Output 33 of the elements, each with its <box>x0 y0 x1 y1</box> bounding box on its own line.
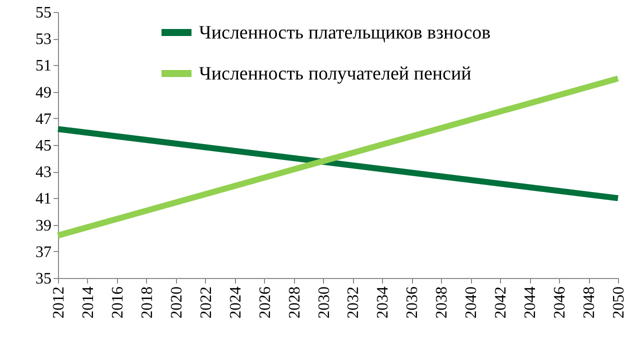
x-tick-label: 2020 <box>168 286 186 318</box>
legend-label: Численность плательщиков взносов <box>199 22 491 44</box>
x-tick-label: 2042 <box>492 286 510 318</box>
x-tick-label: 2048 <box>581 286 598 318</box>
x-tick-label: 2032 <box>345 286 362 318</box>
x-tick-label: 2026 <box>256 286 274 318</box>
y-tick-label: 37 <box>36 244 52 261</box>
x-tick-label: 2038 <box>434 286 451 318</box>
y-tick-label: 53 <box>36 31 52 48</box>
y-tick-label: 35 <box>36 270 52 288</box>
y-tick-label: 41 <box>36 190 52 208</box>
x-tick-label: 2046 <box>552 286 569 318</box>
x-tick-label: 2036 <box>404 286 422 318</box>
x-tick-label: 2022 <box>198 286 215 318</box>
x-tick-label: 2012 <box>50 286 68 318</box>
y-tick-label: 47 <box>36 110 52 128</box>
x-tick-label: 2040 <box>463 286 480 318</box>
y-tick-label: 39 <box>36 217 52 234</box>
x-tick-label: 2024 <box>227 286 244 318</box>
x-tick-label: 2050 <box>610 286 628 318</box>
x-tick-label: 2044 <box>522 286 540 318</box>
x-tick-label: 2034 <box>374 286 392 318</box>
y-tick-label: 55 <box>36 4 52 22</box>
x-tick-label: 2014 <box>80 286 97 318</box>
x-tick-label: 2028 <box>286 286 304 318</box>
x-tick-label: 2016 <box>109 286 126 318</box>
y-tick-label: 45 <box>36 138 52 154</box>
legend-label: Численность получателей пенсий <box>199 64 472 84</box>
x-tick-label: 2030 <box>316 286 333 318</box>
x-tick-label: 2018 <box>138 286 156 318</box>
y-tick-label: 51 <box>36 58 52 75</box>
y-tick-label: 49 <box>36 84 52 102</box>
y-tick-label: 43 <box>36 164 52 182</box>
